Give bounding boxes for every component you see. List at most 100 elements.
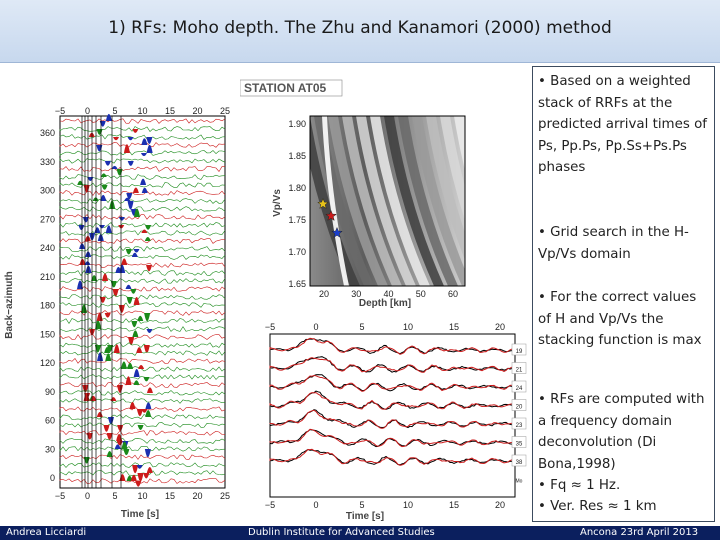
left-trace-fill: [123, 449, 130, 456]
left-trace-fill: [144, 313, 151, 322]
left-trace-fill: [125, 249, 132, 255]
wave-traces: [269, 337, 513, 466]
wave-x-tick-top: 15: [449, 322, 459, 332]
stack-contour-band: [412, 116, 465, 286]
left-trace-fill: [104, 161, 111, 166]
grid-x-tick: 20: [319, 289, 329, 299]
left-trace-fill: [132, 465, 139, 474]
left-trace: [59, 118, 226, 124]
left-trace-fill: [127, 161, 134, 166]
left-trace-fill: [107, 417, 114, 425]
trace-label: 23: [516, 423, 523, 429]
solution-star: [325, 209, 337, 221]
left-trace-fill: [115, 266, 122, 273]
left-y-tick: 300: [40, 186, 55, 196]
left-trace-fill: [111, 165, 118, 169]
left-trace-fill: [80, 304, 87, 313]
left-trace-fill: [145, 225, 152, 230]
wave-trace-predicted: [269, 428, 513, 448]
stack-contour-band: [454, 116, 465, 171]
wave-x-tick-bottom: 0: [313, 500, 318, 510]
wave-trace-predicted: [269, 357, 513, 373]
wave-trace-predicted: [269, 448, 513, 466]
left-trace-fill: [94, 345, 101, 353]
bullet-textbox: • Based on a weighted stack of RRFs at t…: [532, 66, 715, 522]
grid-y-tick: 1.70: [288, 247, 306, 257]
grid-x-tick: 40: [383, 289, 393, 299]
left-trace-fill: [132, 129, 139, 133]
left-trace-fill: [104, 313, 111, 318]
left-trace-fill: [135, 481, 142, 487]
trace-label: 20: [516, 405, 523, 411]
left-x-tick-top: 25: [220, 106, 230, 116]
stack-maximum-band: [322, 116, 349, 286]
bullet-deconvolution: • RFs are computed with a frequency doma…: [538, 392, 705, 472]
wave-x-tick-bottom: 15: [449, 500, 459, 510]
left-trace-fill: [146, 387, 153, 393]
left-trace-fill: [124, 197, 131, 201]
wave-x-tick-bottom: 20: [495, 500, 505, 510]
trace-label-box: [511, 380, 527, 393]
left-trace-fill: [126, 475, 133, 481]
trace-label: 38: [516, 460, 523, 466]
left-trace-fill: [133, 249, 140, 253]
left-trace-fill: [104, 347, 111, 353]
left-y-tick: 240: [40, 243, 55, 253]
backazimuth-rf-plot: −5 0 5 10 15 20 25 −5 0 5 10 15 20 25 36033030027024…: [4, 106, 230, 520]
grid-x-label: Depth [km]: [359, 298, 411, 308]
left-x-tick-bottom: 20: [192, 491, 202, 501]
left-trace-fill: [113, 137, 120, 141]
wave-x-tick-bottom: 5: [359, 500, 364, 510]
left-time-lines: [81, 116, 122, 488]
left-y-tick: 330: [40, 157, 55, 167]
left-trace-fill: [137, 315, 144, 321]
left-trace-fill: [133, 380, 140, 385]
left-trace-fill: [132, 330, 139, 337]
left-trace-fill: [140, 178, 147, 185]
title-bar: 1) RFs: Moho depth. The Zhu and Kanamori…: [0, 0, 720, 63]
bullet-grid-search: • Grid search in the H-Vp/Vs domain: [538, 225, 689, 262]
left-y-tick: 360: [40, 128, 55, 138]
grid-x-tick: 60: [448, 289, 458, 299]
station-label-box: [240, 79, 343, 97]
left-y-tick: 30: [45, 444, 55, 454]
left-x-tick-top: 0: [85, 106, 90, 116]
left-trace-fill: [121, 441, 128, 449]
left-y-tick: 60: [45, 416, 55, 426]
left-trace-fill: [138, 364, 145, 369]
wave-x-tick-top: 10: [403, 322, 413, 332]
left-trace-fill: [118, 305, 125, 313]
bullet-weighted-stack: • Based on a weighted stack of RRFs at t…: [538, 74, 707, 175]
grid-search-plot: STATION AT05 1.90 1.85 1.80 1.75 1.70 1.65 20…: [240, 79, 466, 308]
left-x-tick-top: −5: [55, 106, 65, 116]
left-y-tick: 210: [40, 272, 55, 282]
left-trace-fill: [105, 353, 112, 361]
left-trace-fill: [121, 258, 128, 265]
left-trace-fill: [141, 229, 148, 233]
left-trace-fill: [144, 449, 151, 458]
trace-label-box: [511, 343, 527, 356]
left-trace-fill: [77, 280, 84, 289]
trace-label: 21: [516, 368, 523, 374]
left-trace-fill: [120, 361, 127, 369]
left-trace-fill: [145, 402, 152, 409]
grid-x-tick: 30: [351, 289, 361, 299]
left-trace-fill: [103, 425, 110, 432]
footer-event: Ancona 23rd April 2013: [580, 527, 699, 538]
wave-x-tick-top: 5: [359, 322, 364, 332]
wave-x-tick-bottom: −5: [265, 500, 275, 510]
stack-contour-band: [342, 116, 402, 286]
trace-label: 35: [516, 442, 523, 448]
left-trace-fill: [79, 258, 86, 265]
left-trace-fill: [91, 275, 98, 281]
left-trace-fill: [105, 113, 112, 121]
grid-y-tick: 1.75: [288, 215, 306, 225]
stack-contour-band: [370, 116, 430, 286]
left-y-tick: 180: [40, 301, 55, 311]
left-y-tick: 90: [45, 387, 55, 397]
left-trace-fill: [136, 465, 143, 469]
left-trace-fill: [127, 137, 134, 141]
left-trace-fill: [102, 273, 109, 281]
wave-trace-predicted: [269, 337, 513, 355]
left-trace-fill: [146, 466, 153, 473]
